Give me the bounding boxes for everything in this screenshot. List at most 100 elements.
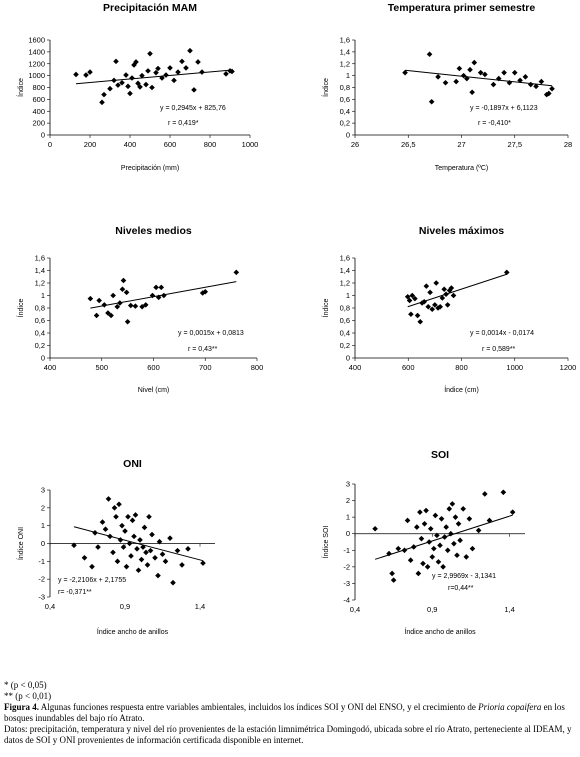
- data-point: [105, 310, 111, 316]
- data-point: [421, 520, 428, 527]
- data-point: [144, 562, 151, 568]
- data-point: [402, 69, 408, 76]
- data-point: [437, 303, 443, 310]
- x-tick-label: 700: [199, 363, 212, 372]
- data-point: [107, 85, 113, 92]
- y-tick-label: 1600: [28, 36, 45, 45]
- x-tick-label: 500: [95, 363, 108, 372]
- data-point: [159, 75, 165, 81]
- figure-label: Figura 4.: [4, 702, 39, 712]
- data-point: [141, 524, 148, 531]
- data-point: [123, 289, 130, 296]
- significance-note-1: * (p < 0,05): [4, 680, 47, 690]
- data-point: [155, 572, 161, 579]
- correlation-label: r = 0,589**: [482, 346, 516, 353]
- x-tick-label: 26: [351, 140, 359, 149]
- data-point: [517, 77, 523, 84]
- correlation-label: r = -0,410*: [478, 120, 511, 127]
- data-point: [471, 59, 478, 66]
- data-point: [171, 77, 177, 84]
- data-point: [509, 509, 516, 515]
- data-point: [223, 71, 229, 77]
- x-tick-label: 400: [349, 363, 362, 372]
- data-point: [446, 287, 453, 294]
- data-point: [129, 517, 136, 524]
- y-tick-label: 1: [346, 71, 350, 80]
- data-point: [408, 311, 414, 318]
- y-tick-label: 1,4: [340, 266, 350, 275]
- data-point: [442, 79, 449, 86]
- data-point: [448, 530, 454, 537]
- data-point: [490, 81, 497, 88]
- x-tick-label: 0: [48, 140, 52, 149]
- y-tick-label: 1: [41, 521, 45, 530]
- x-axis-label: Índice ancho de anillos: [404, 627, 476, 636]
- y-tick-label: 600: [32, 95, 45, 104]
- y-tick-label: -4: [343, 596, 350, 605]
- data-point: [131, 533, 137, 540]
- y-axis-label: Índice: [16, 78, 25, 97]
- correlation-label: r = 0,419*: [168, 120, 199, 127]
- data-point: [128, 553, 134, 559]
- y-tick-label: 2: [346, 496, 350, 505]
- data-point: [87, 69, 93, 75]
- data-point: [127, 302, 134, 309]
- y-tick-label: -3: [343, 579, 350, 588]
- chart-title: SOI: [431, 449, 449, 461]
- data-point: [410, 544, 417, 550]
- data-point: [71, 542, 77, 549]
- data-point: [423, 507, 429, 514]
- data-point: [152, 554, 158, 561]
- y-tick-label: 0,8: [340, 304, 350, 313]
- data-point: [464, 75, 470, 82]
- data-point: [486, 517, 493, 524]
- trendline: [75, 69, 233, 85]
- data-point: [137, 84, 143, 90]
- data-point: [110, 549, 116, 556]
- data-point: [145, 68, 151, 74]
- data-point: [406, 297, 413, 304]
- data-point: [438, 516, 445, 522]
- data-point: [147, 547, 154, 554]
- y-tick-label: 0,2: [35, 341, 45, 350]
- y-axis-label: Índice: [321, 299, 330, 318]
- y-tick-label: 0: [346, 354, 350, 363]
- data-point: [159, 551, 166, 557]
- y-axis-label: Índice: [16, 299, 25, 318]
- data-point: [441, 534, 448, 540]
- figure-caption: * (p < 0,05) ** (p < 0,01) Figura 4. Alg…: [4, 680, 576, 746]
- data-point: [443, 291, 449, 298]
- data-point: [435, 74, 441, 80]
- data-point: [229, 68, 235, 75]
- chart-title: Niveles máximos: [419, 225, 504, 237]
- data-point: [179, 58, 185, 65]
- data-point: [404, 517, 411, 524]
- data-point: [495, 75, 502, 82]
- y-tick-label: 0: [41, 354, 45, 363]
- caption-text-before: Algunas funciones respuesta entre variab…: [39, 702, 479, 712]
- y-tick-label: 0,4: [340, 107, 350, 116]
- x-tick-label: 1000: [506, 363, 523, 372]
- data-point: [167, 65, 173, 71]
- data-point: [457, 537, 463, 544]
- regression-equation: y = 0,0015x + 0,0813: [178, 330, 244, 337]
- data-point: [138, 556, 145, 563]
- y-tick-label: 0: [41, 131, 45, 140]
- data-point: [87, 295, 94, 302]
- data-point: [155, 65, 161, 72]
- data-point: [149, 292, 156, 299]
- y-tick-label: 0: [41, 539, 45, 548]
- data-point: [460, 72, 467, 79]
- y-axis-label: Índice SOI: [321, 526, 330, 559]
- regression-equation: y = 0,0014x - 0,0174: [470, 330, 534, 337]
- y-tick-label: 0: [346, 131, 350, 140]
- data-point: [415, 570, 422, 577]
- data-point: [93, 312, 100, 319]
- x-tick-label: 1000: [242, 140, 259, 149]
- data-point: [101, 302, 108, 308]
- data-point: [179, 562, 185, 568]
- data-point: [446, 506, 453, 512]
- y-tick-label: 3: [41, 486, 45, 495]
- data-point: [132, 303, 139, 309]
- data-point: [185, 546, 191, 552]
